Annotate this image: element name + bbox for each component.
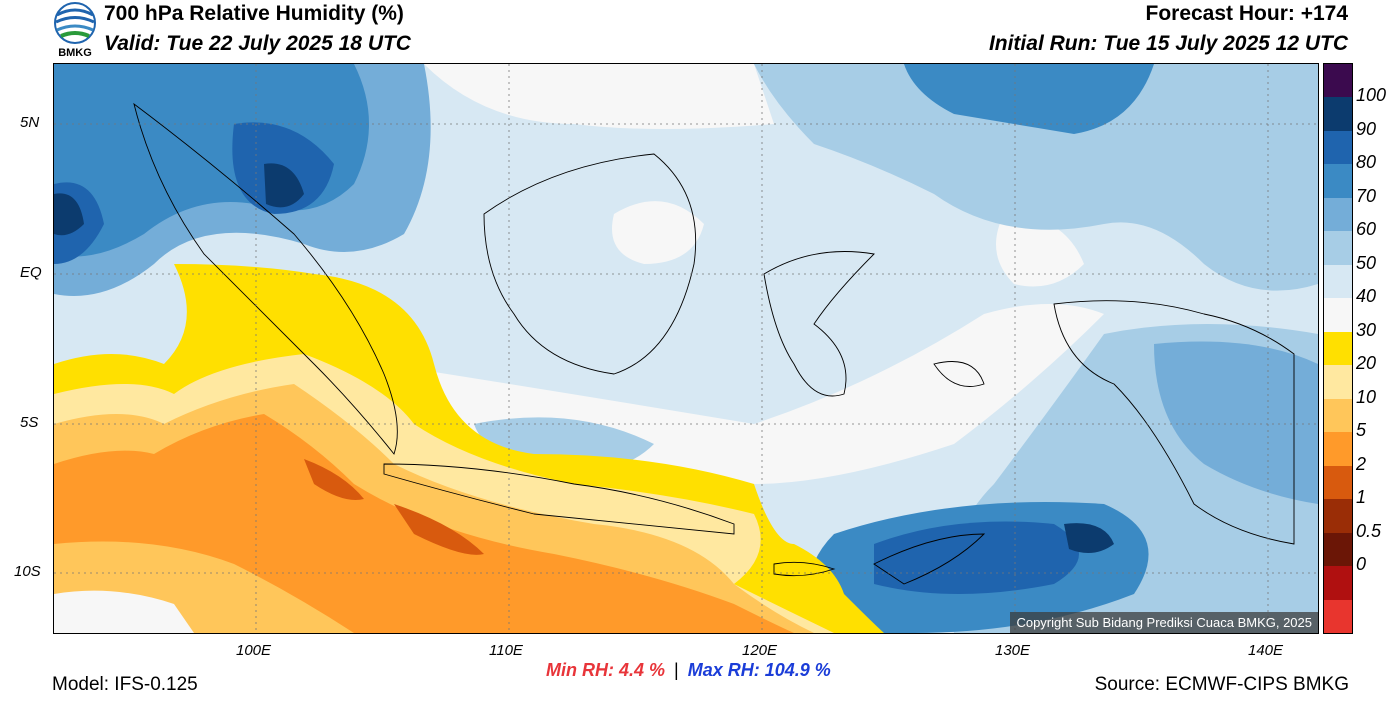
colorbar-label: 80 (1356, 152, 1377, 173)
colorbar-swatch (1324, 566, 1352, 600)
lon-label-140e: 140E (1248, 642, 1284, 659)
lat-label-eq: EQ (20, 264, 42, 281)
colorbar-label: 20 (1356, 353, 1377, 374)
humidity-field (54, 64, 1318, 633)
lat-label-5n: 5N (20, 114, 40, 131)
colorbar-label: 0.5 (1356, 520, 1382, 541)
colorbar-swatch (1324, 465, 1352, 500)
colorbar-swatch (1324, 365, 1352, 399)
map-panel: Copyright Sub Bidang Prediksi Cuaca BMKG… (53, 63, 1319, 634)
lon-label-120e: 120E (742, 642, 778, 659)
bmkg-emblem-icon (54, 2, 96, 44)
colorbar-label: 70 (1356, 185, 1377, 206)
colorbar-label: 5 (1356, 420, 1367, 441)
forecast-hour: Forecast Hour: +174 (1145, 2, 1349, 25)
colorbar-swatch (1324, 499, 1352, 533)
bmkg-logo: BMKG (51, 1, 99, 61)
lon-label-130e: 130E (995, 642, 1031, 659)
colorbar-swatch (1324, 164, 1352, 198)
colorbar-swatch (1324, 432, 1352, 466)
colorbar-label: 0 (1356, 554, 1367, 575)
colorbar-label: 100 (1356, 85, 1387, 106)
colorbar-label: 90 (1356, 118, 1377, 139)
colorbar-label: 30 (1356, 319, 1377, 340)
colorbar-labels: 100 90 80 70 60 50 40 30 20 10 5 2 1 0.5 0 (1356, 63, 1400, 632)
colorbar (1323, 63, 1353, 634)
colorbar-swatch (1324, 130, 1352, 165)
copyright-notice: Copyright Sub Bidang Prediksi Cuaca BMKG… (1010, 612, 1318, 633)
colorbar-label: 1 (1356, 487, 1367, 508)
colorbar-swatch (1324, 197, 1352, 232)
colorbar-swatch (1324, 264, 1352, 299)
colorbar-swatch (1324, 64, 1352, 98)
logo-text: BMKG (58, 47, 92, 59)
colorbar-swatch (1324, 532, 1352, 567)
colorbar-swatch (1324, 97, 1352, 131)
lon-label-110e: 110E (489, 642, 523, 659)
lon-label-100e: 100E (236, 642, 272, 659)
colorbar-swatch (1324, 398, 1352, 433)
colorbar-swatch (1324, 599, 1352, 633)
source-label: Source: ECMWF-CIPS BMKG (1094, 674, 1349, 695)
rh-stats: Min RH: 4.4 % | Max RH: 104.9 % (546, 660, 831, 681)
chart-title: 700 hPa Relative Humidity (%) (104, 2, 404, 25)
stats-separator: | (674, 660, 679, 680)
colorbar-label: 60 (1356, 219, 1377, 240)
max-rh: Max RH: 104.9 % (687, 660, 831, 680)
initial-run: Initial Run: Tue 15 July 2025 12 UTC (988, 32, 1348, 55)
colorbar-swatch (1324, 231, 1352, 265)
model-label: Model: IFS-0.125 (52, 674, 198, 695)
colorbar-swatch (1324, 331, 1352, 366)
valid-time: Valid: Tue 22 July 2025 18 UTC (104, 32, 411, 55)
lat-label-5s: 5S (20, 414, 39, 431)
lat-label-10s: 10S (14, 563, 41, 580)
colorbar-swatches (1324, 64, 1352, 633)
colorbar-label: 2 (1356, 453, 1367, 474)
colorbar-label: 40 (1356, 286, 1377, 307)
min-rh: Min RH: 4.4 % (546, 660, 666, 680)
colorbar-swatch (1324, 298, 1352, 332)
colorbar-label: 10 (1356, 386, 1377, 407)
colorbar-label: 50 (1356, 252, 1377, 273)
